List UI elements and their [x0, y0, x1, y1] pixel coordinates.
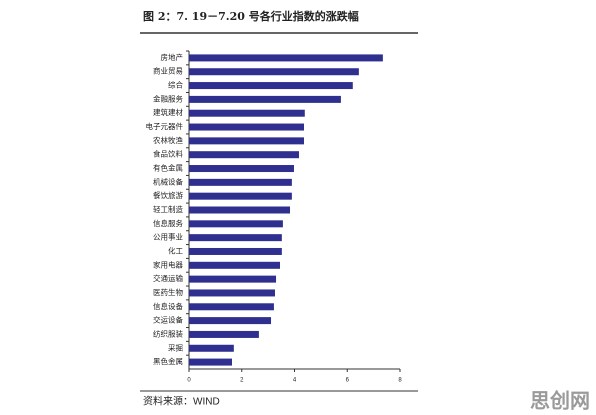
bar	[189, 68, 359, 76]
bar	[189, 82, 353, 90]
bar	[189, 220, 283, 228]
x-tick-label: 8	[398, 378, 402, 384]
y-tick-label: 建筑建材	[153, 107, 183, 117]
bar	[189, 234, 282, 242]
y-tick-label: 黑色金属	[153, 356, 183, 366]
bar	[189, 165, 294, 173]
y-tick-label: 有色金属	[153, 163, 183, 173]
bar	[189, 247, 282, 255]
y-tick-label: 家用电器	[153, 259, 183, 269]
y-tick-label: 交通运输	[153, 273, 183, 283]
bar	[189, 303, 274, 311]
y-tick-label: 纺织服装	[153, 328, 183, 338]
bar	[189, 344, 234, 352]
watermark: 思创网	[530, 389, 590, 413]
y-tick-label: 公用事业	[153, 232, 183, 242]
bar	[189, 151, 299, 159]
bar	[189, 206, 291, 214]
y-tick-label: 机械设备	[153, 176, 183, 186]
y-tick-label: 电子元器件	[146, 121, 184, 131]
source: 资料来源：WIND	[143, 395, 220, 408]
bar	[189, 137, 304, 145]
y-tick-label: 交运设备	[153, 315, 183, 325]
bar	[189, 289, 275, 297]
bar	[189, 95, 341, 103]
bar	[189, 109, 305, 117]
x-tick-label: 4	[293, 378, 297, 384]
y-tick-label: 信息设备	[153, 301, 183, 311]
y-tick-label: 医药生物	[153, 287, 183, 297]
y-tick-label: 轻工制造	[153, 204, 183, 214]
y-tick-label: 金融服务	[153, 93, 183, 103]
y-tick-label: 信息服务	[153, 218, 183, 228]
x-tick-label: 2	[240, 378, 244, 384]
y-tick-label: 商业贸易	[153, 66, 183, 76]
bar	[189, 358, 232, 366]
bar	[189, 178, 292, 186]
y-tick-label: 化工	[168, 245, 183, 255]
y-tick-label: 综合	[168, 80, 183, 90]
bar	[189, 123, 304, 131]
y-tick-label: 餐饮旅游	[153, 190, 183, 200]
y-tick-label: 房地产	[161, 52, 184, 62]
bar	[189, 261, 280, 269]
bar	[189, 54, 383, 62]
y-tick-label: 农林牧渔	[153, 135, 183, 145]
bar	[189, 330, 259, 338]
x-tick-label: 6	[346, 378, 350, 384]
bar	[189, 275, 277, 283]
bar	[189, 317, 272, 325]
chart-title: 图 2：7. 19－7.20 号各行业指数的涨跌幅	[143, 9, 359, 23]
y-tick-label: 采掘	[168, 342, 183, 352]
bar	[189, 192, 292, 200]
y-tick-label: 食品饮料	[153, 149, 183, 159]
x-tick-label: 0	[187, 378, 191, 384]
